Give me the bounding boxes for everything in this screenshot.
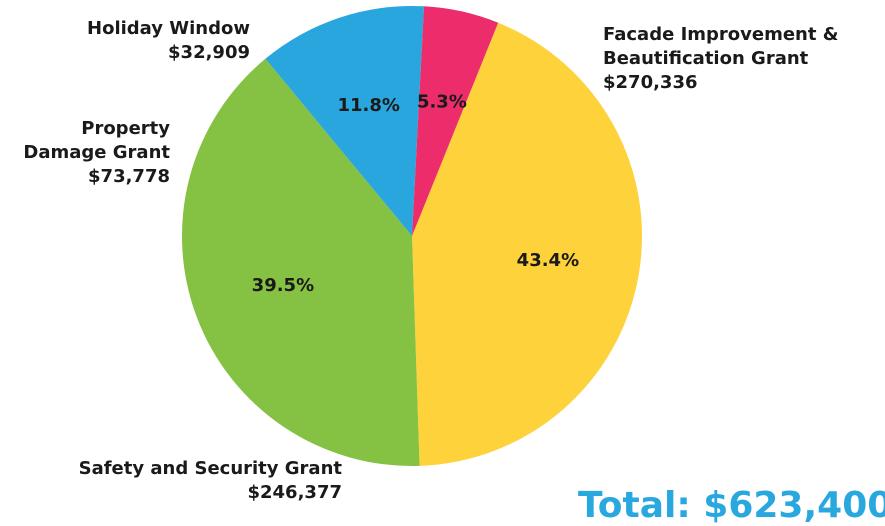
- slice-amount: $32,909: [168, 42, 250, 63]
- percent-labels: 43.4% 39.5% 11.8% 5.3%: [252, 91, 579, 296]
- pie-slice: [181, 58, 420, 467]
- pie-slice: [265, 5, 425, 236]
- percent-label: 5.3%: [417, 91, 467, 112]
- slice-label: Facade Improvement & Beautification Grant…: [603, 24, 838, 93]
- slice-labels: Facade Improvement & Beautification Grant…: [23, 18, 838, 503]
- percent-label: 11.8%: [337, 95, 399, 116]
- slice-label: Property Damage Grant $73,778: [23, 118, 170, 187]
- slice-label: Safety and Security Grant $246,377: [79, 458, 343, 503]
- pie-slice: [412, 6, 499, 237]
- pie-chart: 43.4% 39.5% 11.8% 5.3% Facade Improvement &…: [23, 5, 838, 503]
- slice-label: Holiday Window $32,909: [87, 18, 250, 63]
- slice-amount: $73,778: [88, 166, 170, 187]
- slice-name: Facade Improvement &: [603, 24, 838, 45]
- slice-amount: $246,377: [247, 482, 342, 503]
- slice-name: Safety and Security Grant: [79, 458, 343, 479]
- percent-label: 43.4%: [517, 250, 579, 271]
- pie-slices: [181, 5, 643, 467]
- slice-name: Holiday Window: [87, 18, 250, 39]
- total-label: Total: $623,400: [578, 485, 885, 526]
- slice-name: Property: [81, 118, 170, 139]
- slice-name: Beautification Grant: [603, 48, 809, 69]
- slice-amount: $270,336: [603, 72, 698, 93]
- percent-label: 39.5%: [252, 275, 314, 296]
- pie-slice: [412, 22, 643, 466]
- slice-name: Damage Grant: [23, 142, 170, 163]
